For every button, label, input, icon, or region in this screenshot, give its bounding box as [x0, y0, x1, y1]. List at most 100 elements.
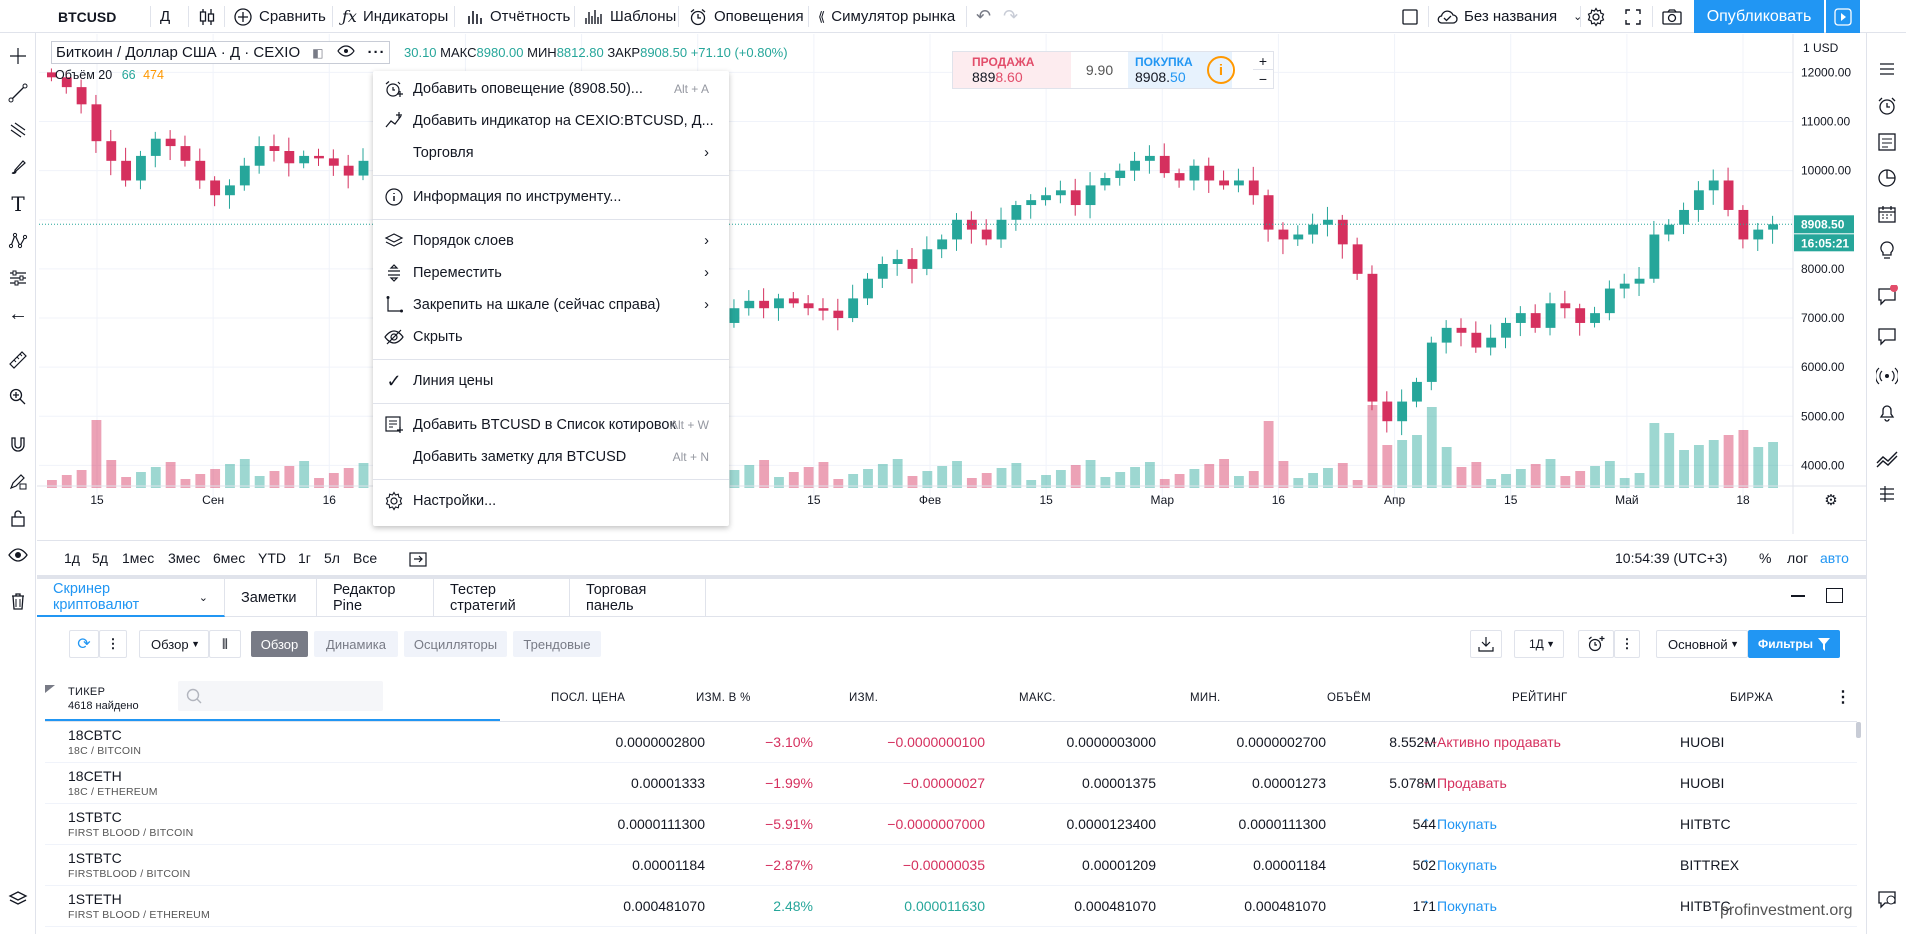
info-icon[interactable]: i [1207, 56, 1235, 84]
eye-toggle[interactable] [337, 44, 356, 61]
tab-crypto-screener[interactable]: Скринер криптовалют ⌄ [37, 579, 225, 617]
auto-toggle[interactable]: авто [1820, 550, 1849, 566]
replay-button[interactable]: ⟪ Симулятор рынка [818, 0, 955, 33]
hide-drawings-tool[interactable] [5, 542, 31, 568]
column-set-select[interactable]: Обзор ▼ [139, 630, 209, 658]
menu-price-line[interactable]: ✓ Линия цены [373, 365, 729, 397]
prediction-tool[interactable] [5, 265, 31, 291]
header-change[interactable]: ИЗМ. [849, 692, 879, 704]
trading-panel-button[interactable] [1874, 445, 1900, 471]
chats-button[interactable] [1874, 283, 1900, 309]
interval-select[interactable]: 1Д ▼ [1514, 630, 1564, 658]
columns-button[interactable]: ⦀ [209, 630, 241, 658]
table-row[interactable]: 18CETH 18C / ETHEREUM 0.00001333 −1.99% −0.0… [45, 763, 1857, 804]
table-row[interactable]: 18CBTC 18C / BITCOIN 0.0000002800 −3.10% −0.… [45, 722, 1857, 763]
compare-button[interactable]: Сравнить [233, 0, 326, 33]
quantity-plus-button[interactable]: + [1253, 52, 1273, 70]
range-3m[interactable]: 3мес [168, 550, 201, 566]
undo-button[interactable]: ↶ [976, 0, 991, 33]
redo-button[interactable]: ↷ [1003, 0, 1018, 33]
streams-button[interactable] [1874, 363, 1900, 389]
range-1m[interactable]: 1мес [122, 550, 155, 566]
tab-pine-editor[interactable]: Редактор Pine [317, 579, 434, 617]
menu-trading[interactable]: Торговля › [373, 137, 729, 169]
magnet-tool[interactable] [5, 431, 31, 457]
menu-add-to-watchlist[interactable]: Добавить BTCUSD в Список котировок Alt +… [373, 409, 729, 441]
ruler-tool[interactable] [5, 347, 31, 373]
quantity-minus-button[interactable]: − [1258, 71, 1268, 87]
tab-notes[interactable]: Заметки [225, 579, 317, 617]
panel-resizer[interactable] [37, 575, 1866, 579]
chip-overview[interactable]: Обзор [251, 631, 308, 657]
header-exchange[interactable]: БИРЖА [1730, 692, 1774, 704]
chart-settings-button[interactable] [1586, 0, 1606, 33]
snapshot-button[interactable] [1661, 0, 1683, 33]
brush-tool[interactable] [5, 154, 31, 180]
table-row[interactable]: 1STBTC FIRST BLOOD / BITCOIN 0.0000111300 −… [45, 804, 1857, 845]
alert-menu-button[interactable]: ⋮ [1614, 630, 1640, 658]
goto-date-button[interactable] [409, 550, 427, 571]
notifications-button[interactable] [1874, 399, 1900, 425]
chip-oscillators[interactable]: Осцилляторы [404, 631, 507, 657]
stay-in-drawing-tool[interactable] [5, 468, 31, 494]
ticker-search-input[interactable] [178, 681, 383, 711]
watchlist-button[interactable] [1874, 57, 1900, 83]
range-1d[interactable]: 1д [64, 550, 80, 566]
chip-performance[interactable]: Динамика [314, 631, 398, 657]
range-5d[interactable]: 5д [92, 550, 108, 566]
ticker-symbol[interactable]: 1STETH [68, 891, 122, 907]
layout-name-button[interactable]: Без названия ⌄ [1436, 0, 1582, 33]
filters-button[interactable]: Фильтры [1748, 630, 1840, 658]
text-tool[interactable]: T [5, 191, 31, 217]
maximize-panel-button[interactable] [1826, 588, 1843, 603]
ticker-symbol[interactable]: 1STBTC [68, 850, 122, 866]
dom-button[interactable] [1874, 481, 1900, 507]
header-ticker[interactable]: ТИКЕР [68, 686, 106, 698]
menu-move[interactable]: Переместить › [373, 257, 729, 289]
header-high[interactable]: МАКС. [1019, 692, 1056, 704]
interval-button[interactable]: Д [160, 8, 171, 25]
pitchfork-tool[interactable] [5, 117, 31, 143]
percent-toggle[interactable]: % [1759, 550, 1772, 566]
symbol-search-button[interactable]: BTCUSD [58, 8, 117, 25]
data-window-button[interactable] [1874, 129, 1900, 155]
menu-symbol-info[interactable]: Информация по инструменту... [373, 181, 729, 213]
fullscreen-button[interactable] [1624, 0, 1642, 33]
ticker-symbol[interactable]: 18CETH [68, 768, 122, 784]
layout-toggle-button[interactable] [1401, 0, 1419, 33]
range-ytd[interactable]: YTD [258, 550, 286, 566]
preset-select[interactable]: Основной ▼ [1656, 630, 1748, 658]
header-rating[interactable]: РЕЙТИНГ [1512, 692, 1568, 704]
zoom-tool[interactable] [5, 384, 31, 410]
calendar-button[interactable] [1874, 201, 1900, 227]
crosshair-tool[interactable] [5, 43, 31, 69]
price-chart[interactable]: 1 USD12000.0011000.0010000.009000.008000… [37, 34, 1866, 534]
help-button[interactable] [1874, 886, 1900, 912]
chip-trend[interactable]: Трендовые [513, 631, 601, 657]
range-6m[interactable]: 6мес [213, 550, 246, 566]
header-volume[interactable]: ОБЪЁМ [1327, 692, 1371, 704]
table-scrollbar[interactable] [1856, 722, 1861, 738]
table-row[interactable]: 1STBTC FIRSTBLOOD / BITCOIN 0.00001184 −2.8… [45, 845, 1857, 886]
hotlists-button[interactable] [1874, 165, 1900, 191]
range-5y[interactable]: 5л [324, 550, 340, 566]
remove-drawings-tool[interactable] [5, 588, 31, 614]
screener-alert-button[interactable] [1578, 630, 1614, 658]
alerts-panel-button[interactable] [1874, 93, 1900, 119]
templates-button[interactable]: Шаблоны [584, 0, 676, 33]
range-1y[interactable]: 1г [298, 550, 311, 566]
more-dots-icon[interactable]: ··· [367, 44, 386, 61]
tab-trading-panel[interactable]: Торговая панель [570, 579, 706, 617]
series-legend[interactable]: Биткоин / Доллар США · Д · CEXIO ◧ ··· [51, 41, 391, 64]
lock-drawings-tool[interactable] [5, 505, 31, 531]
back-button[interactable]: ← [5, 301, 31, 327]
menu-hide[interactable]: Скрыть [373, 321, 729, 353]
table-settings-button[interactable]: ⋮ [1835, 687, 1851, 707]
minimize-panel-button[interactable] [1791, 595, 1805, 597]
private-chats-button[interactable] [1874, 323, 1900, 349]
tab-strategy-tester[interactable]: Тестер стратегий [434, 579, 570, 617]
bar-style-button[interactable] [197, 0, 217, 33]
menu-pin-to-scale[interactable]: Закрепить на шкале (сейчас справа) › [373, 289, 729, 321]
indicators-button[interactable]: ƒx Индикаторы [342, 0, 448, 33]
pattern-tool[interactable] [5, 228, 31, 254]
